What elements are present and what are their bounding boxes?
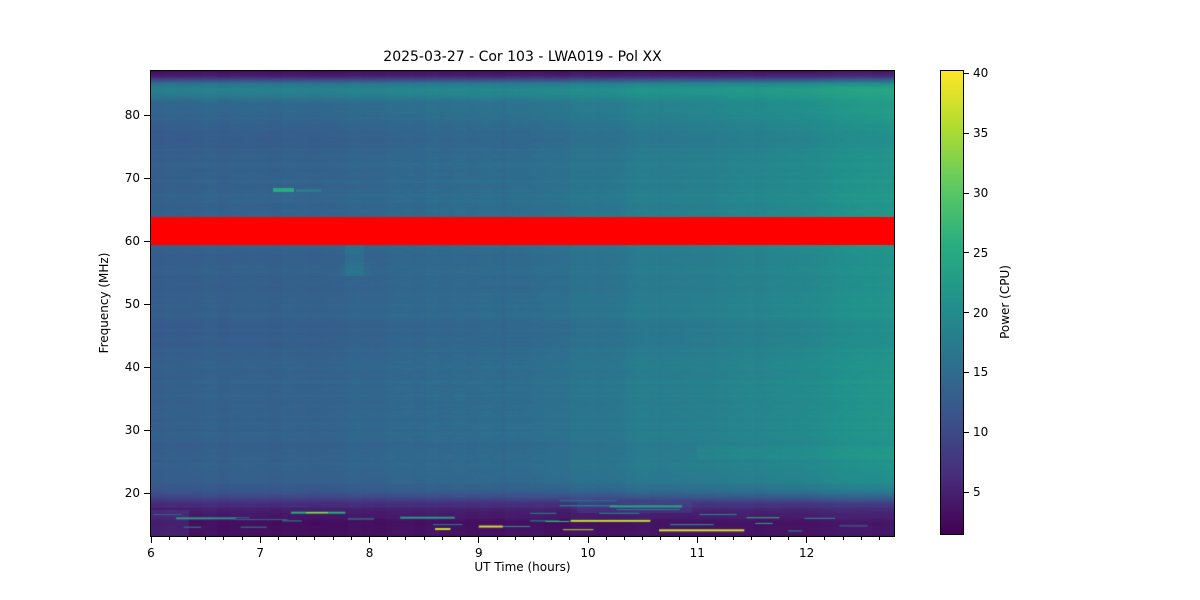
x-minor-tick-mark [387,537,389,540]
colorbar-tick-label: 5 [973,485,981,500]
x-tick-label: 9 [474,546,483,560]
colorbar-tick-mark [964,431,969,433]
x-tick-mark [587,537,589,543]
x-minor-tick-mark [314,537,316,540]
x-minor-tick-mark [769,537,771,540]
y-tick-mark [144,177,150,179]
plot-title: 2025-03-27 - Cor 103 - LWA019 - Pol XX [383,49,662,65]
spectrogram-canvas [151,71,894,536]
colorbar-tick-label: 40 [973,66,989,81]
x-minor-tick-mark [168,537,170,540]
colorbar-tick-mark [964,192,969,194]
x-minor-tick-mark [460,537,462,540]
x-minor-tick-mark [405,537,407,540]
colorbar-tick-label: 15 [973,365,989,380]
x-tick-mark [369,537,371,543]
x-minor-tick-mark [569,537,571,540]
x-minor-tick-mark [223,537,225,540]
x-minor-tick-mark [205,537,207,540]
y-tick-mark [144,492,150,494]
x-minor-tick-mark [733,537,735,540]
x-tick-mark [259,537,261,543]
x-minor-tick-mark [660,537,662,540]
x-tick-label: 11 [689,546,705,560]
x-minor-tick-mark [642,537,644,540]
x-tick-mark [150,537,152,543]
colorbar-gradient [941,71,963,534]
x-minor-tick-mark [186,537,188,540]
x-minor-tick-mark [787,537,789,540]
colorbar-tick-mark [964,312,969,314]
y-tick-label: 30 [124,423,140,438]
x-minor-tick-mark [350,537,352,540]
x-tick-label: 10 [580,546,596,560]
x-minor-tick-mark [715,537,717,540]
colorbar-tick-label: 25 [973,245,989,260]
x-minor-tick-mark [496,537,498,540]
x-minor-tick-mark [751,537,753,540]
colorbar-tick-mark [964,72,969,74]
x-minor-tick-mark [678,537,680,540]
x-minor-tick-mark [878,537,880,540]
colorbar-label-text: Power (CPU) [998,265,1012,339]
x-axis-label: UT Time (hours) [474,560,571,574]
x-tick-label: 6 [147,546,155,560]
x-minor-tick-mark [441,537,443,540]
colorbar-tick-mark [964,132,969,134]
colorbar-tick-mark [964,252,969,254]
x-minor-tick-mark [842,537,844,540]
colorbar-tick-mark [964,491,969,493]
y-tick-mark [144,366,150,368]
x-minor-tick-mark [514,537,516,540]
y-tick-mark [144,114,150,116]
y-tick-label: 60 [124,234,140,249]
y-tick-mark [144,240,150,242]
x-minor-tick-mark [241,537,243,540]
x-minor-tick-mark [824,537,826,540]
x-tick-label: 8 [365,546,374,560]
y-tick-label: 50 [124,297,140,312]
y-tick-mark [144,429,150,431]
y-tick-mark [144,303,150,305]
x-tick-label: 12 [798,546,815,560]
x-minor-tick-mark [551,537,553,540]
x-minor-tick-mark [623,537,625,540]
y-tick-label: 80 [124,108,140,123]
plot-area [150,70,895,537]
y-tick-label: 70 [124,171,140,186]
colorbar [940,70,964,535]
x-minor-tick-mark [423,537,425,540]
x-minor-tick-mark [532,537,534,540]
x-tick-mark [696,537,698,543]
x-minor-tick-mark [332,537,334,540]
colorbar-tick-mark [964,371,969,373]
colorbar-tick-label: 20 [973,305,989,320]
x-minor-tick-mark [860,537,862,540]
y-tick-label: 20 [124,486,140,501]
x-tick-mark [806,537,808,543]
x-tick-label: 7 [256,546,265,560]
colorbar-tick-label: 10 [973,425,989,440]
colorbar-tick-label: 35 [973,126,989,141]
colorbar-tick-label: 30 [973,186,989,201]
x-minor-tick-mark [605,537,607,540]
y-axis-label-text: Frequency (MHz) [97,252,111,354]
x-minor-tick-mark [277,537,279,540]
x-minor-tick-mark [296,537,298,540]
y-tick-label: 40 [124,360,140,375]
x-tick-mark [478,537,480,543]
